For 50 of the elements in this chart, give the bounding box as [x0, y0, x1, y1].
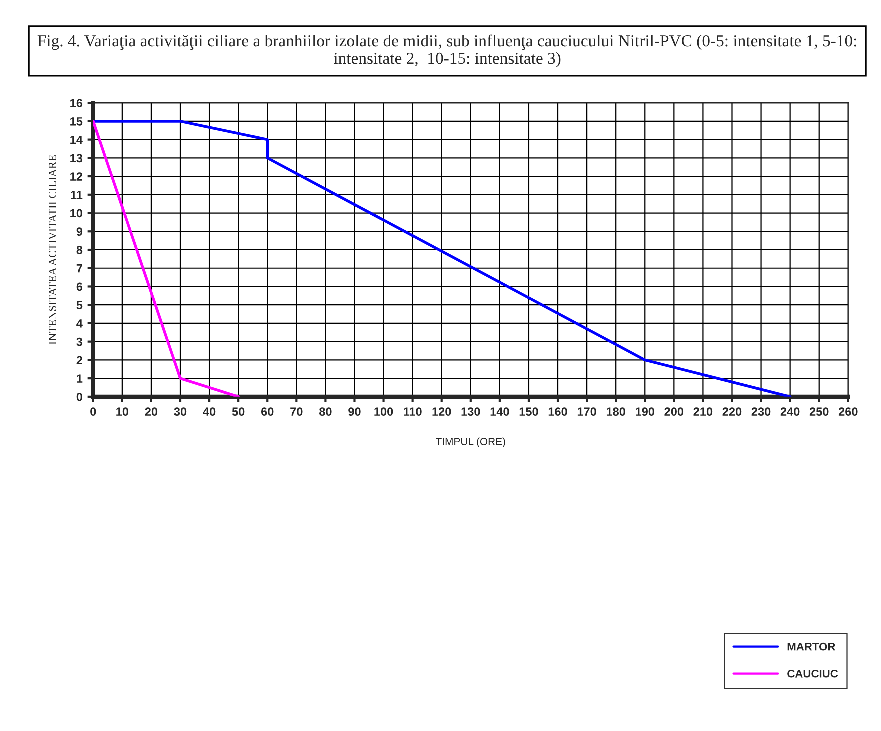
x-tick-label: 60: [261, 408, 274, 416]
x-tick-label: 50: [232, 408, 245, 416]
x-tick-label: 120: [432, 408, 452, 416]
x-tick-label: 10: [116, 408, 129, 416]
x-tick-label: 150: [520, 408, 538, 416]
y-tick-label: 16: [70, 99, 83, 108]
y-tick-label: 4: [76, 320, 83, 328]
y-tick-label: 9: [76, 228, 83, 236]
y-tick-label: 1: [77, 374, 83, 383]
legend-label: CAUCIUC: [788, 670, 838, 678]
y-tick-label: 10: [70, 209, 82, 218]
y-tick-label: 8: [76, 246, 83, 254]
line-series: [93, 120, 792, 397]
y-tick-label: 0: [76, 392, 82, 402]
y-tick-label: 14: [70, 136, 83, 144]
x-tick-label: 90: [348, 408, 361, 416]
y-tick-label: 11: [71, 191, 83, 200]
y-axis-title: INTENSITATEA ACTIVITATII CILIARE: [49, 155, 57, 345]
x-tick-label: 190: [636, 408, 654, 416]
x-tick-label: 210: [694, 408, 713, 416]
x-tick-label: 160: [548, 408, 568, 416]
y-tick-label: 7: [76, 264, 82, 273]
x-tick-label: 250: [810, 408, 829, 416]
x-tick-label: 40: [203, 408, 216, 416]
x-tick-label: 240: [780, 408, 800, 416]
y-tick-label: 6: [76, 282, 83, 292]
x-tick-label: 20: [145, 408, 158, 416]
y-tick-label: 2: [76, 356, 82, 364]
x-tick-label: 260: [838, 408, 858, 416]
chart-title: Fig. 4. Variaţia activităţii ciliare a branhiilor izolate de midii, sub influenţa cauciucului Nitril-PVC (0-5: intensitate 1, 5-10: intensitate 2, 10-15: intensitate 3): [38, 34, 856, 68]
y-tick-label: 3: [76, 338, 83, 346]
x-tick-label: 0: [90, 408, 96, 416]
y-tick-label: 5: [76, 301, 83, 310]
x-tick-label: 130: [462, 408, 480, 416]
y-tick-label: 12: [70, 172, 82, 181]
legend-label: MARTOR: [788, 642, 836, 651]
x-tick-label: 170: [578, 408, 596, 416]
x-tick-label: 220: [722, 408, 742, 416]
x-tick-label: 100: [374, 408, 394, 416]
x-axis-title: TIMPUL (ORE): [436, 438, 506, 448]
x-tick-label: 140: [490, 408, 510, 416]
x-tick-label: 30: [174, 408, 187, 416]
x-tick-label: 70: [290, 408, 303, 416]
y-tick-label: 13: [70, 154, 83, 163]
x-tick-label: 80: [320, 408, 332, 416]
x-tick-label: 180: [606, 408, 626, 416]
x-tick-label: 230: [752, 408, 771, 416]
y-tick-label: 15: [70, 118, 83, 126]
x-tick-label: 200: [664, 408, 684, 416]
x-tick-label: 110: [404, 408, 422, 416]
